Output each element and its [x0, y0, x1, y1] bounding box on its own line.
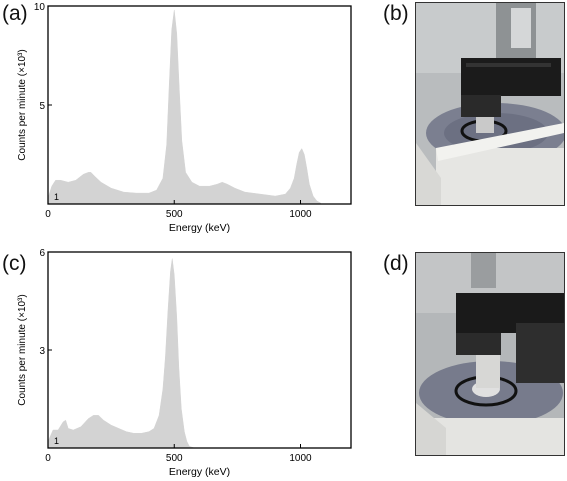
photo-d-instrument: [415, 252, 565, 456]
x-axis-label: Energy (keV): [169, 222, 230, 234]
x-tick-label: 0: [45, 453, 51, 464]
chart-c: 0 500 1000 3 6 1 Energy (keV) Counts per minute…: [17, 248, 352, 478]
y-tick-label: 6: [39, 248, 45, 259]
panel-label-b: (b): [383, 2, 409, 25]
x-tick-label: 500: [166, 453, 183, 464]
corner-label: 1: [54, 192, 59, 202]
panel-label-c: (c): [2, 252, 27, 275]
chart-a: 0 500 1000 5 10 1 Energy (keV) Counts per minut…: [17, 2, 352, 234]
x-axis-label: Energy (keV): [169, 466, 230, 478]
spectrum-area: [47, 258, 195, 449]
y-axis-label: Counts per minute (×10³): [17, 49, 28, 160]
panel-label-a: (a): [2, 2, 28, 25]
instrument-illustration-b: [416, 3, 564, 205]
y-tick-label: 3: [39, 346, 45, 357]
y-tick-label: 10: [34, 2, 46, 13]
x-tick-label: 500: [166, 209, 183, 220]
x-tick-label: 1000: [289, 209, 312, 220]
instrument-illustration-d: [416, 253, 564, 455]
photo-b-instrument: [415, 2, 565, 206]
y-axis-label: Counts per minute (×10³): [17, 294, 28, 405]
panel-label-d: (d): [383, 252, 409, 275]
x-tick-label: 0: [45, 209, 51, 220]
corner-label: 1: [54, 436, 59, 446]
y-tick-label: 5: [39, 101, 45, 112]
spectrum-area: [47, 9, 321, 205]
x-tick-label: 1000: [289, 453, 312, 464]
